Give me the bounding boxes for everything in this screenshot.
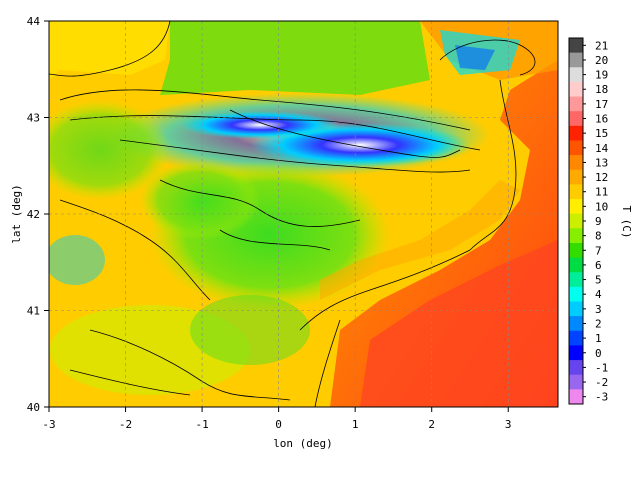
colorbar-tick-label: 19	[595, 69, 608, 82]
x-axis-ticks: -3 -2 -1 0 1 2 3	[42, 407, 512, 431]
contour-lines	[49, 21, 536, 407]
colorbar-tick-label: 7	[595, 244, 602, 257]
colorbar-swatch	[569, 228, 583, 244]
colorbar-swatch	[569, 345, 583, 361]
colorbar-swatch	[569, 213, 583, 229]
colorbar-tick-label: 4	[595, 288, 602, 301]
y-axis-label: lat (deg)	[10, 184, 23, 244]
colorbar-tick-label: -2	[595, 376, 608, 389]
colorbar-swatch	[569, 272, 583, 288]
grid-lines	[49, 21, 558, 407]
colorbar-swatch	[569, 81, 583, 98]
colorbar-tick-label: 3	[595, 303, 602, 316]
y-tick-label: 41	[27, 305, 40, 318]
colorbar-tick-label: 18	[595, 83, 608, 96]
x-axis-label: lon (deg)	[273, 437, 333, 450]
colorbar-tick-label: 2	[595, 317, 602, 330]
colorbar-swatch	[569, 330, 583, 346]
colorbar-tick-label: 15	[595, 127, 608, 140]
colorbar-swatch	[569, 140, 583, 156]
colorbar-tick-label: 21	[595, 39, 608, 52]
colorbar-swatch	[569, 169, 583, 185]
colorbar-swatch	[569, 257, 583, 273]
x-tick-label: 2	[428, 418, 435, 431]
colorbar-tick-label: -1	[595, 361, 608, 374]
y-axis-ticks: 40 41 42 43 44	[27, 15, 49, 414]
colorbar-swatch	[569, 111, 583, 127]
colorbar-tick-label: 10	[595, 200, 608, 213]
colorbar-swatch	[569, 125, 583, 141]
colorbar-swatch	[569, 67, 583, 83]
colorbar-swatch	[569, 155, 583, 171]
colorbar-tick-label: 12	[595, 171, 608, 184]
x-tick-label: 0	[275, 418, 282, 431]
colorbar-tick-label: 5	[595, 274, 602, 287]
x-tick-label: -3	[42, 418, 55, 431]
colorbar-swatch	[569, 389, 583, 405]
colorbar-label: T (C)	[620, 205, 633, 238]
colorbar-tick-label: 14	[595, 142, 609, 155]
temperature-field	[49, 21, 558, 407]
y-tick-label: 44	[27, 15, 41, 28]
colorbar-swatch	[569, 242, 583, 259]
colorbar-swatch	[569, 286, 583, 303]
colorbar-swatch	[569, 374, 583, 390]
colorbar-swatch	[569, 199, 583, 215]
x-tick-label: 1	[352, 418, 359, 431]
x-tick-label: -2	[119, 418, 132, 431]
colorbar-tick-label: -3	[595, 391, 608, 404]
colorbar-tick-label: 16	[595, 113, 608, 126]
colorbar-tick-label: 13	[595, 156, 608, 169]
x-tick-label: -1	[195, 418, 208, 431]
colorbar-tick-label: 1	[595, 332, 602, 345]
colorbar-tick-label: 8	[595, 230, 602, 243]
colorbar-tick-label: 0	[595, 347, 602, 360]
colorbar-swatch	[569, 38, 583, 54]
colorbar-swatch	[569, 360, 583, 376]
colorbar-tick-label: 20	[595, 54, 608, 67]
colorbar-swatch	[569, 184, 583, 200]
colorbar-tick-label: 11	[595, 186, 608, 199]
colorbar-swatch	[569, 316, 583, 332]
colorbar-swatch	[569, 96, 583, 112]
colorbar-swatch	[569, 52, 583, 68]
y-tick-label: 42	[27, 208, 40, 221]
y-tick-label: 40	[27, 401, 40, 414]
colorbar-tick-label: 9	[595, 215, 602, 228]
y-tick-label: 43	[27, 112, 40, 125]
colorbar-tick-label: 17	[595, 98, 608, 111]
colorbar-tick-label: 6	[595, 259, 602, 272]
colorbar-swatch	[569, 301, 583, 317]
x-tick-label: 3	[505, 418, 512, 431]
